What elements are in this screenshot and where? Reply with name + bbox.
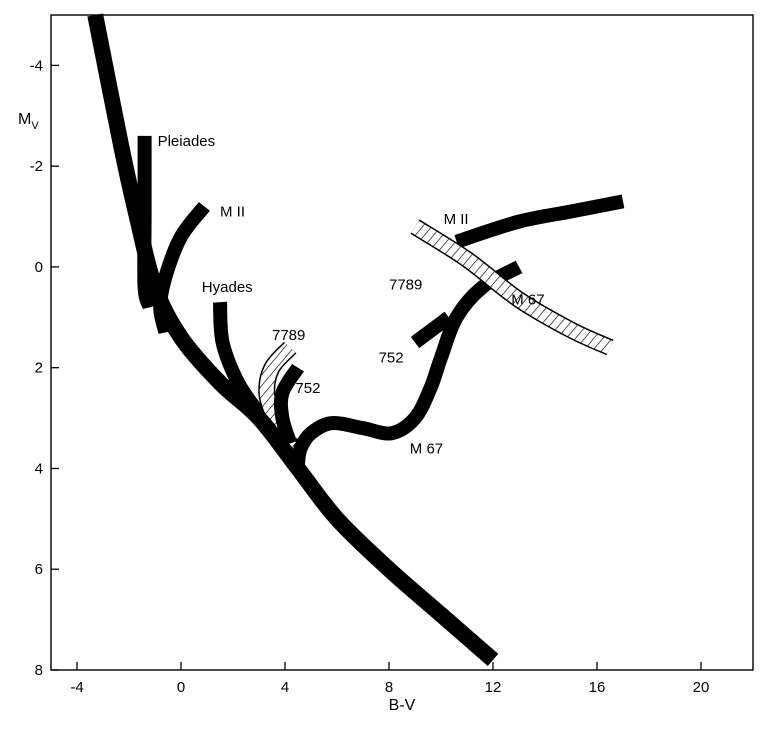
series-752-4 xyxy=(273,363,304,446)
annotation-m-67: M 67 xyxy=(511,292,544,309)
annotation-7789: 7789 xyxy=(272,327,305,344)
x-tick-label: 0 xyxy=(177,679,185,696)
annotation-7789: 7789 xyxy=(389,277,422,294)
y-axis-title-sub: V xyxy=(31,120,39,132)
series-zero-age-main-sequence-9 xyxy=(87,13,499,666)
y-tick-label: 8 xyxy=(35,662,43,679)
x-axis-title: B-V xyxy=(389,697,416,714)
plot-frame xyxy=(50,14,754,671)
annotation-hyades: Hyades xyxy=(202,279,253,296)
series-7789-7-fill xyxy=(411,220,613,354)
series-layer xyxy=(87,13,625,666)
annotation-layer: Pleiades M II Hyades 7789 752 M 67 M II 7789 752… xyxy=(158,133,545,457)
y-tick-label: -4 xyxy=(30,57,43,74)
x-tick-label: 8 xyxy=(385,679,393,696)
x-tick-label: 12 xyxy=(485,679,502,696)
y-axis-title-main: M xyxy=(18,111,31,128)
annotation-m-ii: M II xyxy=(220,204,245,221)
annotation-m-67: M 67 xyxy=(410,440,443,457)
annotation-m-ii: M II xyxy=(444,211,469,228)
series-m-ii-6 xyxy=(454,194,625,249)
tick-layer: -4 0 4 8 12 16 20 -4 -2 0 2 4 6 8 xyxy=(30,57,710,696)
x-tick-label: 20 xyxy=(693,679,710,696)
annotation-752: 752 xyxy=(295,380,320,397)
x-tick-label: -4 xyxy=(70,679,83,696)
y-tick-label: -2 xyxy=(30,158,43,175)
x-tick-label: 4 xyxy=(281,679,289,696)
y-tick-label: 6 xyxy=(35,561,43,578)
y-tick-label: 0 xyxy=(35,259,43,276)
y-axis-title: MV xyxy=(18,111,39,132)
series-m-67-5 xyxy=(291,260,523,465)
annotation-752: 752 xyxy=(379,350,404,367)
x-tick-label: 16 xyxy=(589,679,606,696)
annotation-pleiades: Pleiades xyxy=(158,133,216,150)
series-7789-7 xyxy=(410,219,614,356)
y-tick-label: 2 xyxy=(35,360,43,377)
series-752-8 xyxy=(410,311,453,349)
y-tick-label: 4 xyxy=(35,460,43,477)
